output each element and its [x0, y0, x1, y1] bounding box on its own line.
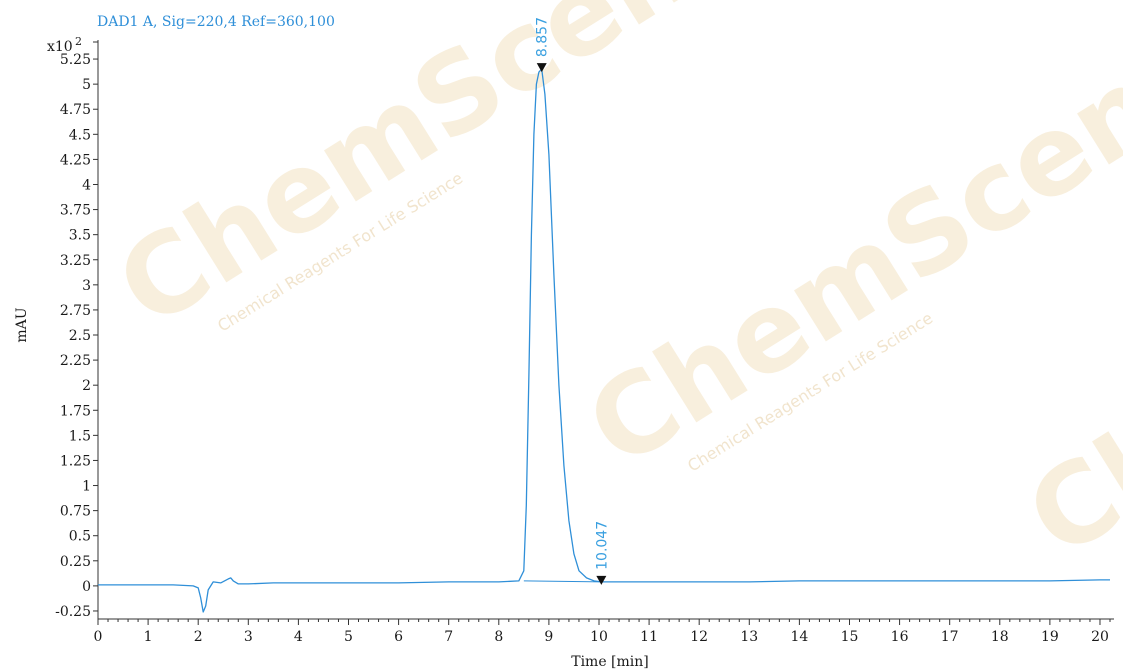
x-tick-label: 16	[891, 629, 909, 645]
x-tick-label: 11	[640, 629, 658, 645]
y-tick-label: 0.75	[60, 504, 91, 520]
y-tick-label: 5	[82, 77, 91, 93]
chart-title: DAD1 A, Sig=220,4 Ref=360,100	[97, 14, 335, 30]
x-tick-label: 17	[941, 629, 959, 645]
x-tick-label: 14	[790, 629, 808, 645]
peak-label: 8.857	[535, 17, 551, 57]
y-axis-label: mAU	[14, 307, 30, 342]
y-tick-label: 2	[82, 378, 91, 394]
x-tick-label: 1	[144, 629, 153, 645]
y-tick-label: -0.25	[55, 604, 91, 620]
y-tick-label: 2.75	[60, 303, 91, 319]
x-tick-label: 7	[444, 629, 453, 645]
peak-label: 10.047	[594, 521, 610, 570]
y-tick-label: 3.5	[69, 228, 91, 244]
y-tick-label: 0.25	[60, 554, 91, 570]
x-tick-label: 5	[344, 629, 353, 645]
peak-marker	[596, 575, 607, 585]
x-tick-label: 9	[544, 629, 553, 645]
x-tick-label: 19	[1041, 629, 1059, 645]
y-tick-label: 3.75	[60, 203, 91, 219]
y-tick-label: 1.5	[69, 428, 91, 444]
x-tick-label: 13	[740, 629, 758, 645]
y-tick-label: 3	[82, 278, 91, 294]
y-tick-label: 2.5	[69, 328, 91, 344]
y-tick-label: 4.75	[60, 102, 91, 118]
x-tick-label: 18	[991, 629, 1009, 645]
y-tick-label: 1.75	[60, 403, 91, 419]
x-tick-label: 2	[194, 629, 203, 645]
y-multiplier: x10	[47, 39, 73, 55]
chromatogram-trace	[98, 68, 1110, 613]
y-tick-label: 4.25	[60, 152, 91, 168]
y-tick-label: 2.25	[60, 353, 91, 369]
x-tick-label: 6	[394, 629, 403, 645]
x-ticks: 0 1 2 3 4 5 6 7 8 9 10 11 12 13 14 15 16 17 18 19 20	[94, 619, 1111, 645]
y-tick-label: 1	[82, 479, 91, 495]
x-tick-label: 12	[690, 629, 708, 645]
x-axis-label: Time [min]	[571, 654, 649, 670]
x-tick-label: 20	[1091, 629, 1109, 645]
peak-markers: 8.857 10.047	[535, 17, 610, 585]
x-tick-label: 15	[841, 629, 859, 645]
y-tick-label: 1.25	[60, 453, 91, 469]
x-tick-label: 4	[294, 629, 303, 645]
y-tick-label: 0	[82, 579, 91, 595]
y-ticks: -0.25 0 0.25 0.5 0.75 1 1.25 1.5 1.75 2 2.25 2.5 2.7…	[55, 41, 98, 620]
x-tick-label: 0	[94, 629, 103, 645]
trace-layer	[98, 68, 1110, 613]
x-tick-label: 3	[244, 629, 253, 645]
y-exponent: 2	[75, 35, 82, 48]
peak-marker	[536, 63, 547, 73]
y-tick-label: 4	[82, 177, 91, 193]
x-tick-label: 8	[494, 629, 503, 645]
y-tick-label: 5.25	[60, 52, 91, 68]
x-tick-label: 10	[590, 629, 608, 645]
watermark-brand: ChemScene	[566, 2, 1123, 492]
peak-baseline	[523, 580, 602, 583]
y-tick-label: 4.5	[69, 127, 91, 143]
y-tick-label: 0.5	[69, 529, 91, 545]
watermark-brand: ChemScene	[96, 0, 775, 352]
y-tick-label: 3.25	[60, 253, 91, 269]
axes	[97, 40, 1114, 620]
